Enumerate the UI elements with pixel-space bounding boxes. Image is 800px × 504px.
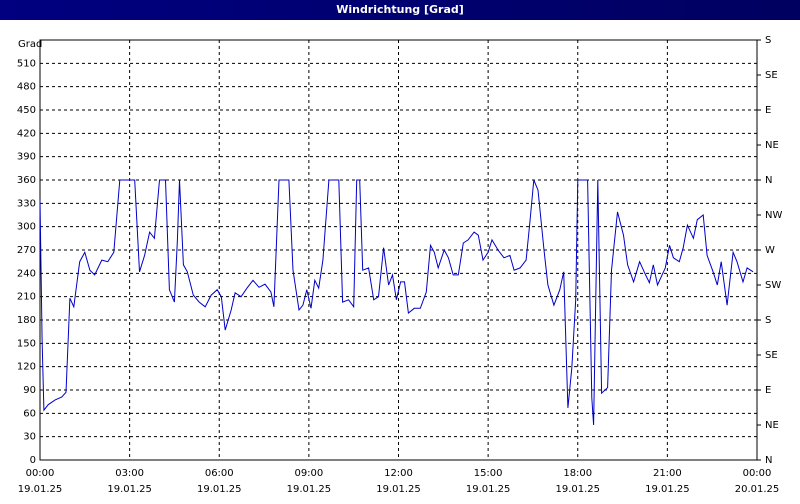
y2-tick-label: NW [765,210,782,221]
y-tick-label: 0 [30,455,36,466]
x-tick-date: 20.01.25 [735,484,780,495]
y-tick-label: 180 [17,315,36,326]
y2-tick-label: SW [765,280,781,291]
y-tick-label: 90 [23,385,36,396]
y-tick-label: 210 [17,292,36,303]
x-tick-date: 19.01.25 [376,484,421,495]
y-tick-label: 150 [17,338,36,349]
x-tick-date: 19.01.25 [287,484,332,495]
y2-tick-label: NE [765,420,779,431]
x-tick-label: 12:00 [384,468,413,479]
y2-tick-label: NE [765,140,779,151]
y-tick-label: 300 [17,222,36,233]
data-line [39,179,754,426]
x-tick-label: 09:00 [294,468,323,479]
x-tick-date: 19.01.25 [555,484,600,495]
chart-title: Windrichtung [Grad] [336,3,464,16]
y2-tick-label: N [765,175,772,186]
x-tick-date: 19.01.25 [466,484,511,495]
y-tick-label: 450 [17,105,36,116]
y-tick-label: 60 [23,408,36,419]
x-tick-label: 18:00 [563,468,592,479]
x-tick-label: 15:00 [474,468,503,479]
x-tick-date: 19.01.25 [18,484,63,495]
y-tick-label: 390 [17,152,36,163]
y-tick-label: 120 [17,362,36,373]
x-tick-label: 03:00 [115,468,144,479]
x-tick-label: 06:00 [205,468,234,479]
y-tick-label: 510 [17,58,36,69]
y-tick-label: 330 [17,198,36,209]
y-axis-label: Grad [18,39,42,50]
y-tick-label: 360 [17,175,36,186]
y2-tick-label: N [765,455,772,466]
y2-tick-label: E [765,385,771,396]
x-tick-label: 21:00 [653,468,682,479]
y-tick-label: 240 [17,268,36,279]
title-bar [0,0,800,20]
y-tick-label: 30 [23,432,36,443]
y2-tick-label: S [765,315,771,326]
x-tick-date: 19.01.25 [107,484,152,495]
y2-tick-label: E [765,105,771,116]
x-tick-date: 19.01.25 [197,484,242,495]
x-tick-date: 19.01.25 [645,484,690,495]
y2-tick-label: SE [765,70,778,81]
y2-tick-label: SE [765,350,778,361]
y2-tick-label: W [765,245,775,256]
x-tick-label: 00:00 [26,468,55,479]
plot-border [39,39,758,461]
y-tick-label: 420 [17,128,36,139]
y-tick-label: 270 [17,245,36,256]
y2-tick-label: S [765,35,771,46]
x-tick-label: 00:00 [743,468,772,479]
y-tick-label: 480 [17,82,36,93]
